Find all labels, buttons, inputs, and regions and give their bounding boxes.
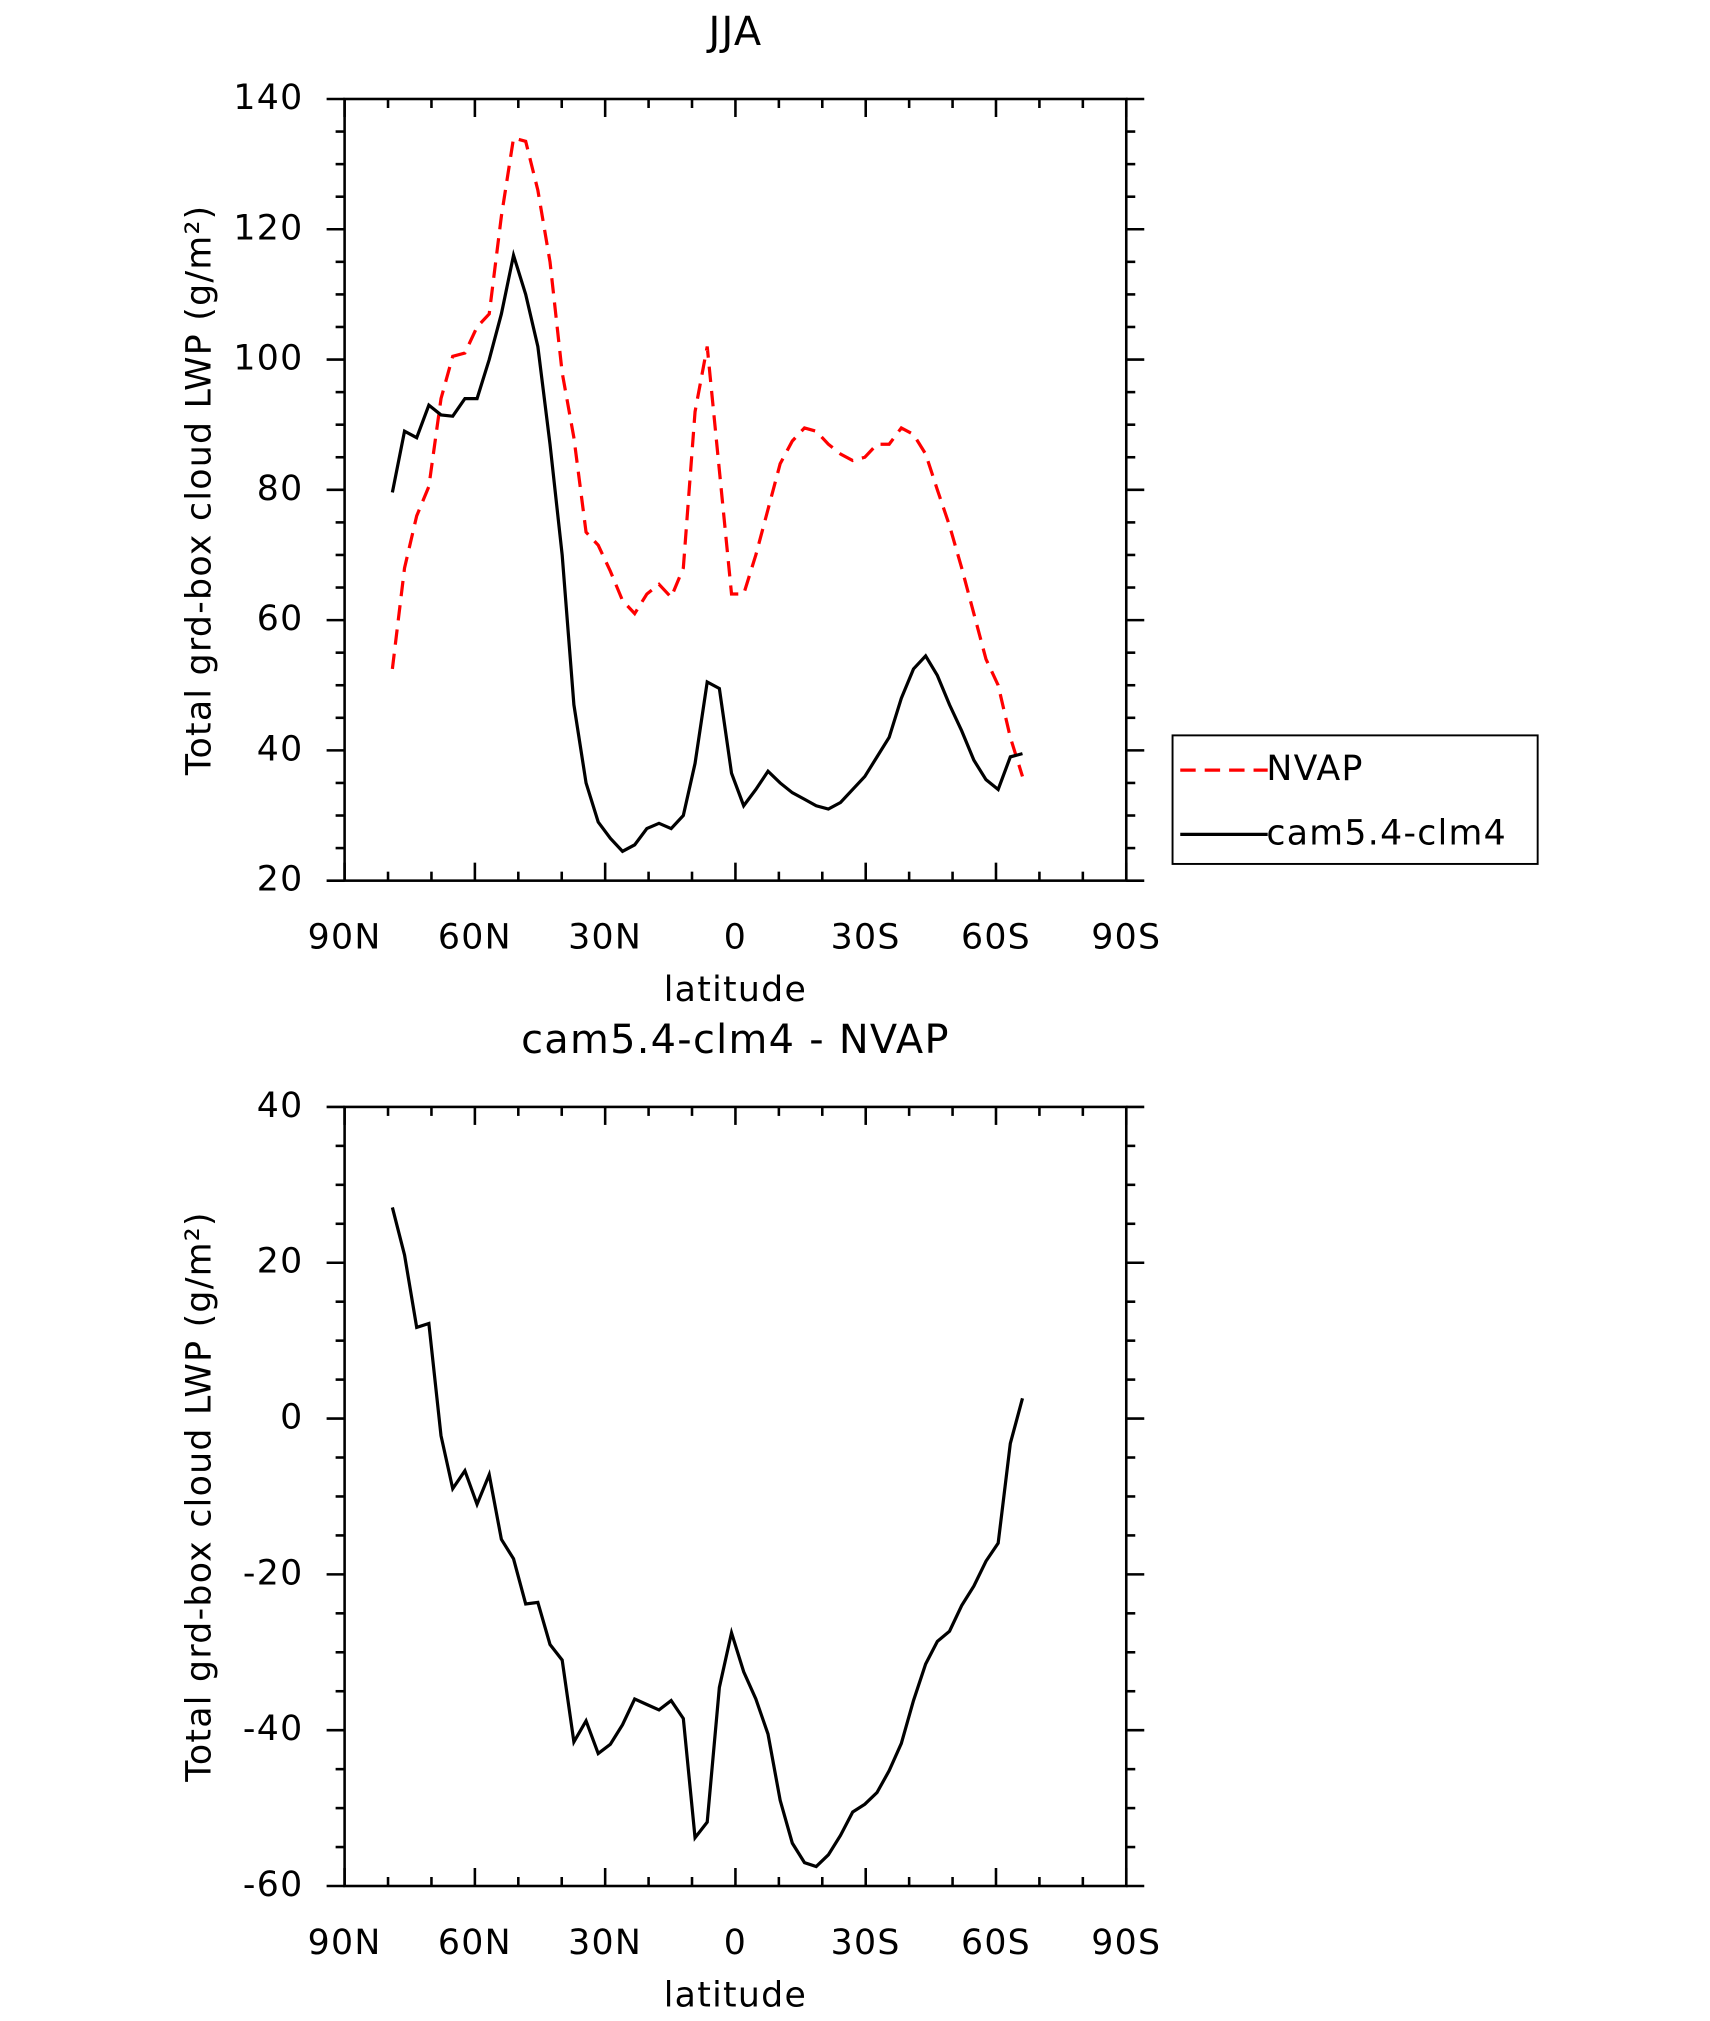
x-tick-label: 90S <box>1091 918 1161 958</box>
y-tick-label: 40 <box>257 729 304 769</box>
x-tick-label: 30N <box>568 1923 642 1963</box>
y-tick-label: 20 <box>257 860 304 900</box>
y-tick-label: 100 <box>233 339 303 379</box>
y-tick-label: 80 <box>257 469 304 509</box>
y-tick-label: 60 <box>257 599 304 639</box>
y-tick-label: -20 <box>243 1553 304 1593</box>
y-tick-label: -40 <box>243 1709 304 1749</box>
x-tick-label: 90N <box>308 1923 382 1963</box>
x-axis-label: latitude <box>664 1976 807 2016</box>
x-tick-label: 0 <box>724 1923 747 1963</box>
chart-title: JJA <box>705 9 762 55</box>
y-tick-label: 20 <box>257 1242 304 1282</box>
x-tick-label: 60S <box>961 1923 1031 1963</box>
chart-title: cam5.4-clm4 - NVAP <box>521 1017 950 1063</box>
x-tick-label: 60S <box>961 918 1031 958</box>
x-axis-label: latitude <box>664 970 807 1010</box>
x-tick-label: 60N <box>438 918 512 958</box>
y-tick-label: 140 <box>233 78 303 118</box>
y-tick-label: 40 <box>257 1086 304 1126</box>
x-tick-label: 0 <box>724 918 747 958</box>
x-tick-label: 30S <box>831 1923 901 1963</box>
x-tick-label: 30N <box>568 918 642 958</box>
legend-label: cam5.4-clm4 <box>1266 813 1507 853</box>
y-tick-label: 120 <box>233 208 303 248</box>
y-tick-label: -60 <box>243 1865 304 1905</box>
y-axis-label: Total grd-box cloud LWP (g/m²) <box>180 1211 220 1783</box>
x-tick-label: 30S <box>831 918 901 958</box>
data-line <box>390 136 1025 777</box>
legend-box <box>1171 734 1539 865</box>
x-tick-label: 90S <box>1091 1923 1161 1963</box>
data-line <box>390 1207 1025 1869</box>
x-tick-label: 90N <box>308 918 382 958</box>
data-line <box>390 248 1023 854</box>
legend-label: NVAP <box>1266 749 1363 789</box>
y-axis-label: Total grd-box cloud LWP (g/m²) <box>180 205 220 777</box>
y-tick-label: 0 <box>280 1398 303 1438</box>
x-tick-label: 60N <box>438 1923 512 1963</box>
plot-frame <box>343 1105 1128 1888</box>
